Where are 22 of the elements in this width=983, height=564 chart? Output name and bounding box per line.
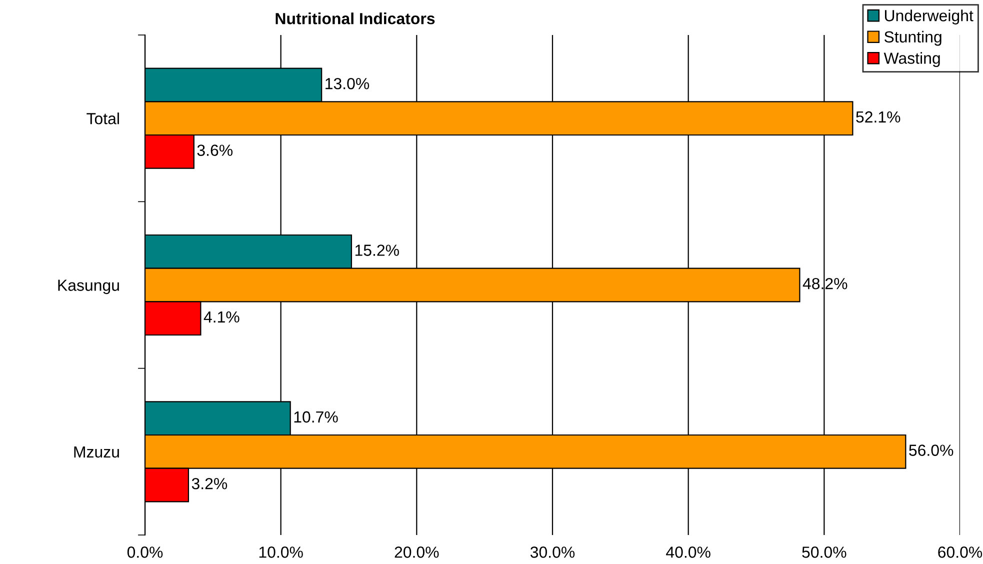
legend-label: Underweight bbox=[884, 10, 974, 24]
y-tick-label: Kasungu bbox=[58, 280, 119, 294]
y-tick-label: Mzuzu bbox=[74, 446, 119, 458]
data-label: 3.6% bbox=[197, 144, 233, 156]
x-tick-label: 50.0% bbox=[802, 546, 846, 558]
data-label: 10.7% bbox=[294, 411, 338, 423]
data-label: 3.2% bbox=[192, 478, 228, 490]
legend-label: Wasting bbox=[884, 52, 940, 68]
x-tick-label: 40.0% bbox=[666, 546, 710, 558]
data-label: 4.1% bbox=[204, 311, 240, 323]
legend-label: Stunting bbox=[884, 30, 942, 46]
data-label: 56.0% bbox=[909, 444, 954, 456]
x-tick-label: 20.0% bbox=[394, 546, 439, 558]
data-label: 15.2% bbox=[355, 244, 399, 256]
x-tick-label: 0.0% bbox=[127, 546, 163, 558]
data-label: 13.0% bbox=[326, 78, 370, 90]
data-label: 52.1% bbox=[856, 111, 900, 123]
chart-title: Nutritional Indicators bbox=[276, 12, 435, 24]
x-tick-label: 10.0% bbox=[259, 546, 303, 558]
x-tick-label: 30.0% bbox=[530, 546, 575, 558]
x-tick-label: 60.0% bbox=[938, 546, 982, 558]
y-tick-label: Total bbox=[86, 112, 119, 124]
